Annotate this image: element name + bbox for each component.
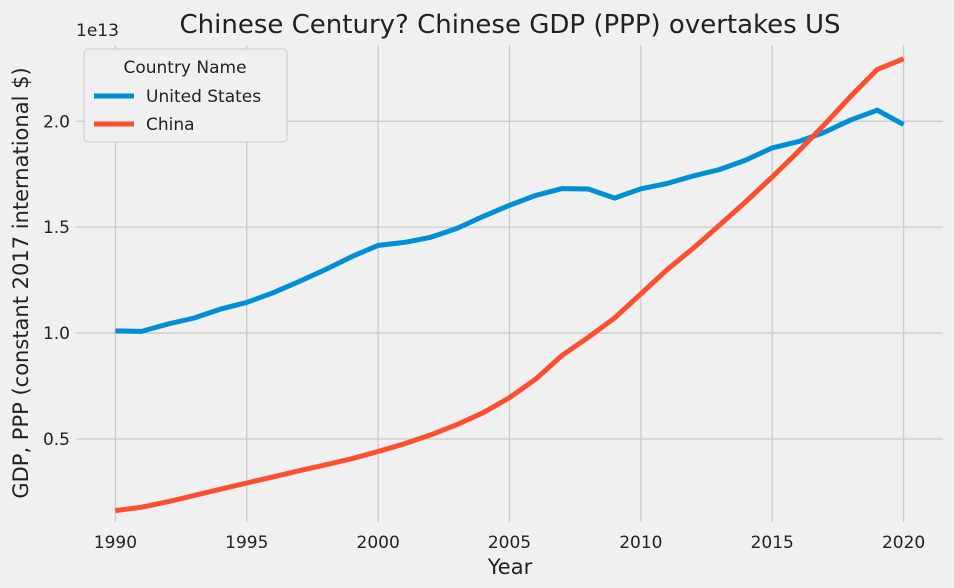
- y-offset-text: 1e13: [76, 21, 119, 41]
- legend-box: [83, 48, 288, 143]
- y-tick-label: 1.5: [43, 218, 70, 238]
- x-tick-label: 2010: [619, 533, 662, 553]
- x-axis-label: Year: [487, 555, 533, 579]
- chart-title: Chinese Century? Chinese GDP (PPP) overt…: [180, 10, 841, 40]
- x-tick-label: 2015: [751, 533, 794, 553]
- x-tick-label: 1995: [225, 533, 268, 553]
- series-lines: [115, 56, 905, 514]
- x-tick-label: 2020: [882, 533, 925, 553]
- y-tick-label: 2.0: [43, 112, 70, 132]
- y-tick-label: 0.5: [43, 430, 70, 450]
- series-line-united-states: [115, 107, 905, 334]
- legend-title: Country Name: [123, 58, 246, 78]
- y-axis-label: GDP, PPP (constant 2017 international $): [9, 67, 33, 498]
- legend-label-united-states: United States: [146, 87, 261, 107]
- x-tick-label: 2000: [357, 533, 400, 553]
- series-line-china: [115, 56, 905, 514]
- grid: [76, 45, 943, 522]
- tick-labels: 1990 1995 2000 2005 2010 2015 2020 0.5 1.0 1.5 2.0: [43, 112, 925, 553]
- y-tick-label: 1.0: [43, 324, 70, 344]
- x-tick-label: 2005: [488, 533, 531, 553]
- x-tick-label: 1990: [94, 533, 137, 553]
- legend: Country Name United States China: [83, 48, 288, 143]
- legend-label-china: China: [146, 115, 195, 135]
